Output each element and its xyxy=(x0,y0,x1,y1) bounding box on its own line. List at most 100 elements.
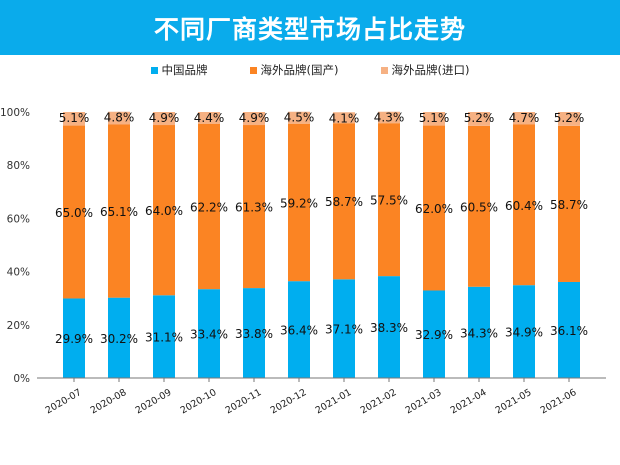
bar-segment xyxy=(378,123,400,277)
data-label: 4.7% xyxy=(509,111,540,125)
x-tick-label: 2021-03 xyxy=(404,387,444,416)
data-label: 32.9% xyxy=(415,328,453,342)
legend-swatch xyxy=(249,66,257,74)
bar-segment xyxy=(378,111,400,124)
legend-item: 中国品牌 xyxy=(150,62,208,78)
data-label: 5.1% xyxy=(59,111,90,125)
legend-swatch xyxy=(380,66,388,74)
chart-title: 不同厂商类型市场占比走势 xyxy=(153,14,466,44)
y-tick-label: 40% xyxy=(7,267,30,279)
bar-segment xyxy=(243,125,265,289)
bar-segment xyxy=(108,111,130,125)
data-label: 58.7% xyxy=(550,198,588,212)
x-tick-label: 2021-05 xyxy=(494,387,534,416)
data-label: 36.4% xyxy=(280,324,318,338)
data-label: 60.4% xyxy=(505,199,543,213)
data-label: 4.9% xyxy=(149,111,180,125)
bar-segment xyxy=(153,112,175,126)
legend: 中国品牌 海外品牌(国产) 海外品牌(进口) xyxy=(0,62,620,78)
data-label: 36.1% xyxy=(550,324,588,338)
bar-segment xyxy=(513,285,535,378)
data-label: 4.8% xyxy=(104,111,135,125)
data-label: 33.4% xyxy=(190,328,228,342)
bar-segment xyxy=(153,295,175,378)
data-label: 4.1% xyxy=(329,111,360,125)
legend-item: 海外品牌(进口) xyxy=(380,62,470,78)
x-tick-label: 2020-07 xyxy=(44,387,84,416)
x-tick-label: 2020-11 xyxy=(224,387,264,416)
data-label: 4.5% xyxy=(284,111,315,125)
bar-segment xyxy=(513,112,535,125)
x-tick-label: 2020-09 xyxy=(134,387,174,416)
bar-segment xyxy=(423,290,445,378)
legend-label: 海外品牌(进口) xyxy=(391,63,470,77)
x-tick-label: 2020-10 xyxy=(179,387,219,416)
bar-segment xyxy=(108,297,130,378)
bar-segment xyxy=(333,279,355,378)
data-label: 4.4% xyxy=(194,111,225,125)
bar-segment xyxy=(288,123,310,282)
data-label: 65.0% xyxy=(55,206,93,220)
bar-segment xyxy=(63,125,85,299)
bar-segment xyxy=(198,123,220,290)
x-tick-label: 2021-02 xyxy=(359,387,399,416)
y-tick-label: 60% xyxy=(7,213,30,225)
bar-segment xyxy=(558,112,580,126)
data-label: 62.0% xyxy=(415,202,453,216)
data-label: 61.3% xyxy=(235,201,273,215)
data-label: 30.2% xyxy=(100,332,138,346)
data-label: 34.3% xyxy=(460,326,498,340)
x-tick-label: 2021-04 xyxy=(449,387,489,416)
y-tick-label: 0% xyxy=(13,373,30,385)
data-label: 5.1% xyxy=(419,111,450,125)
data-label: 60.5% xyxy=(460,200,498,214)
data-label: 62.2% xyxy=(190,200,228,214)
bar-segment xyxy=(423,125,445,291)
bar-segment xyxy=(243,288,265,378)
data-label: 58.7% xyxy=(325,195,363,209)
bar-segment xyxy=(198,289,220,378)
bar-segment xyxy=(378,276,400,378)
bar-segment xyxy=(288,281,310,378)
data-label: 5.2% xyxy=(554,111,585,125)
data-label: 57.5% xyxy=(370,194,408,208)
data-label: 31.1% xyxy=(145,331,183,345)
bar-segment xyxy=(468,125,490,287)
bar-segment xyxy=(153,125,175,296)
bar-segment xyxy=(513,124,535,286)
data-label: 64.0% xyxy=(145,204,183,218)
bar-segment xyxy=(288,111,310,124)
bar-segment xyxy=(63,112,85,126)
data-label: 37.1% xyxy=(325,323,363,337)
bar-segment xyxy=(558,281,580,378)
x-tick-label: 2021-01 xyxy=(314,387,354,416)
bar-segment xyxy=(558,125,580,282)
y-tick-label: 80% xyxy=(7,160,30,172)
data-label: 5.2% xyxy=(464,111,495,125)
bar-segment xyxy=(468,112,490,126)
title-banner: 不同厂商类型市场占比走势 xyxy=(0,0,620,55)
x-tick-label: 2020-08 xyxy=(89,387,129,416)
legend-item: 海外品牌(国产) xyxy=(249,62,339,78)
data-label: 34.9% xyxy=(505,326,543,340)
bar-segment xyxy=(63,298,85,378)
bar-segment xyxy=(198,112,220,124)
bar-segment xyxy=(423,112,445,126)
bar-segment xyxy=(108,124,130,298)
data-label: 38.3% xyxy=(370,321,408,335)
legend-label: 海外品牌(国产) xyxy=(260,63,339,77)
data-label: 4.9% xyxy=(239,111,270,125)
y-tick-label: 20% xyxy=(7,320,30,332)
bar-segment xyxy=(243,112,265,126)
data-label: 65.1% xyxy=(100,205,138,219)
data-label: 4.3% xyxy=(374,111,405,125)
data-label: 33.8% xyxy=(235,327,273,341)
legend-label: 中国品牌 xyxy=(161,63,208,77)
bar-segment xyxy=(333,112,355,124)
x-tick-label: 2021-06 xyxy=(539,387,579,416)
data-label: 59.2% xyxy=(280,196,318,210)
bar-segment xyxy=(468,286,490,378)
legend-swatch xyxy=(150,66,158,74)
x-tick-label: 2020-12 xyxy=(269,387,309,416)
